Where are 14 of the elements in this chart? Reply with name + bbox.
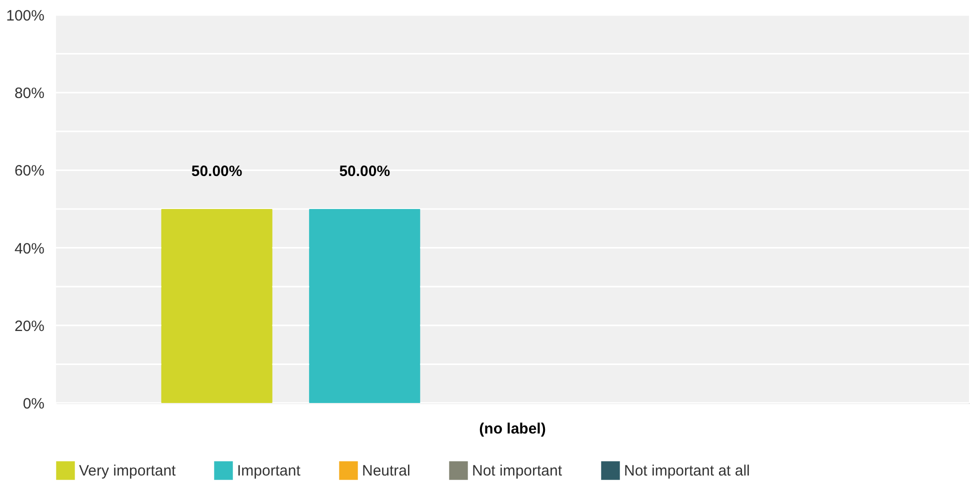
x-tick-label: (no label) [479, 420, 546, 438]
y-tick-label: 0% [22, 396, 44, 412]
data-label: 50.00% [339, 163, 390, 180]
legend-label: Not important [472, 462, 563, 480]
y-tick-label: 40% [14, 240, 44, 258]
data-label: 50.00% [191, 163, 242, 180]
legend-label: Very important [79, 462, 177, 480]
y-tick-label: 60% [14, 162, 44, 180]
legend-label: Important [237, 462, 302, 480]
y-tick-label: 20% [14, 318, 44, 335]
legend-label: Not important at all [624, 462, 750, 480]
legend-label: Neutral [362, 462, 410, 480]
y-tick-label: 100% [6, 8, 44, 24]
y-tick-label: 80% [14, 85, 44, 102]
